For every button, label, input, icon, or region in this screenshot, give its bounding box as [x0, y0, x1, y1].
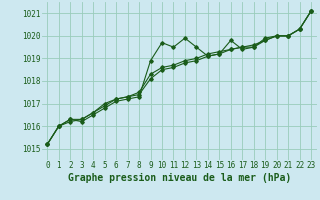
X-axis label: Graphe pression niveau de la mer (hPa): Graphe pression niveau de la mer (hPa) — [68, 173, 291, 183]
